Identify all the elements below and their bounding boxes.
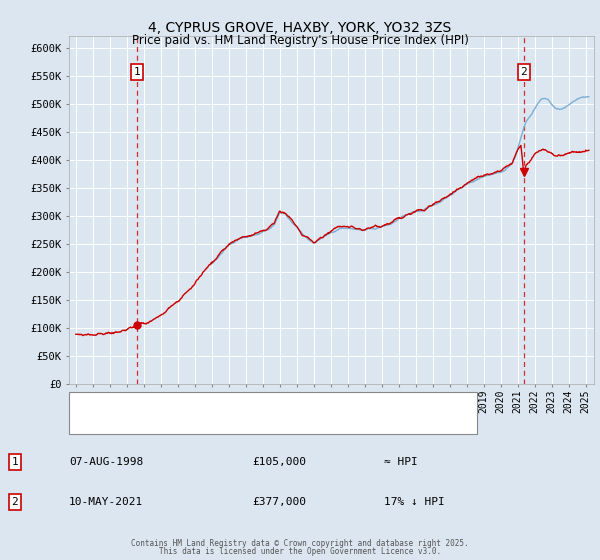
Text: ━━: ━━: [75, 416, 90, 429]
Text: 4, CYPRUS GROVE, HAXBY, YORK, YO32 3ZS (detached house): 4, CYPRUS GROVE, HAXBY, YORK, YO32 3ZS (…: [108, 399, 424, 408]
Text: 1: 1: [11, 457, 19, 467]
Text: ━━: ━━: [75, 397, 90, 410]
Text: ≈ HPI: ≈ HPI: [384, 457, 418, 467]
Text: 10-MAY-2021: 10-MAY-2021: [69, 497, 143, 507]
Text: 4, CYPRUS GROVE, HAXBY, YORK, YO32 3ZS: 4, CYPRUS GROVE, HAXBY, YORK, YO32 3ZS: [148, 21, 452, 35]
Text: 1: 1: [133, 67, 140, 77]
Text: HPI: Average price, detached house, York: HPI: Average price, detached house, York: [108, 418, 338, 427]
Text: 17% ↓ HPI: 17% ↓ HPI: [384, 497, 445, 507]
Text: This data is licensed under the Open Government Licence v3.0.: This data is licensed under the Open Gov…: [159, 547, 441, 556]
Text: Price paid vs. HM Land Registry's House Price Index (HPI): Price paid vs. HM Land Registry's House …: [131, 34, 469, 46]
Text: 2: 2: [11, 497, 19, 507]
Text: Contains HM Land Registry data © Crown copyright and database right 2025.: Contains HM Land Registry data © Crown c…: [131, 539, 469, 548]
Text: 07-AUG-1998: 07-AUG-1998: [69, 457, 143, 467]
Text: £377,000: £377,000: [252, 497, 306, 507]
Text: 2: 2: [520, 67, 527, 77]
Text: £105,000: £105,000: [252, 457, 306, 467]
